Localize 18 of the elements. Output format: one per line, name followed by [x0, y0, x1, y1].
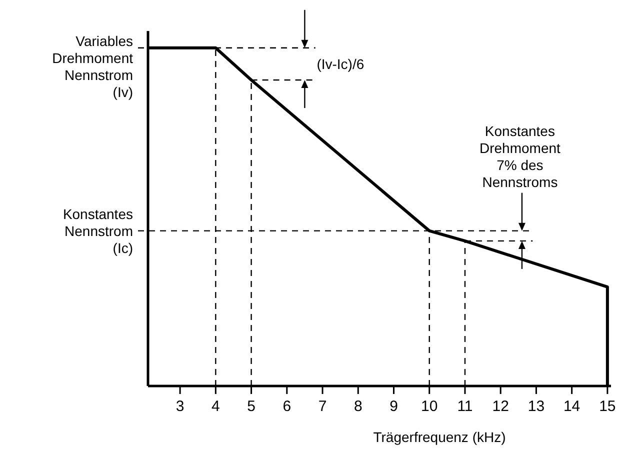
x-tick-label: 6: [282, 398, 292, 415]
x-axis-title: Trägerfrequenz (kHz): [373, 429, 506, 445]
x-tick-label: 8: [354, 398, 362, 415]
x-tick-label: 3: [176, 398, 184, 415]
x-tick-label: 14: [563, 398, 580, 415]
x-tick-label: 4: [211, 398, 220, 415]
x-tick-label: 5: [247, 398, 256, 415]
x-tick-label: 12: [492, 398, 509, 415]
ref-line-label: Konstantes Nennstrom (Ic): [62, 206, 133, 256]
x-tick-label: 9: [390, 398, 398, 415]
annotation: Konstantes Drehmoment 7% des Nennstroms: [480, 122, 561, 190]
x-tick-label: 7: [318, 398, 327, 415]
ref-line-label: Variables Drehmoment Nennstrom (Iv): [52, 32, 134, 100]
x-tick-label: 15: [599, 398, 616, 415]
x-tick-label: 10: [421, 398, 438, 415]
x-tick-label: 13: [528, 398, 545, 415]
annotation: (Iv-Ic)/6: [316, 56, 364, 72]
x-tick-label: 11: [457, 398, 473, 415]
